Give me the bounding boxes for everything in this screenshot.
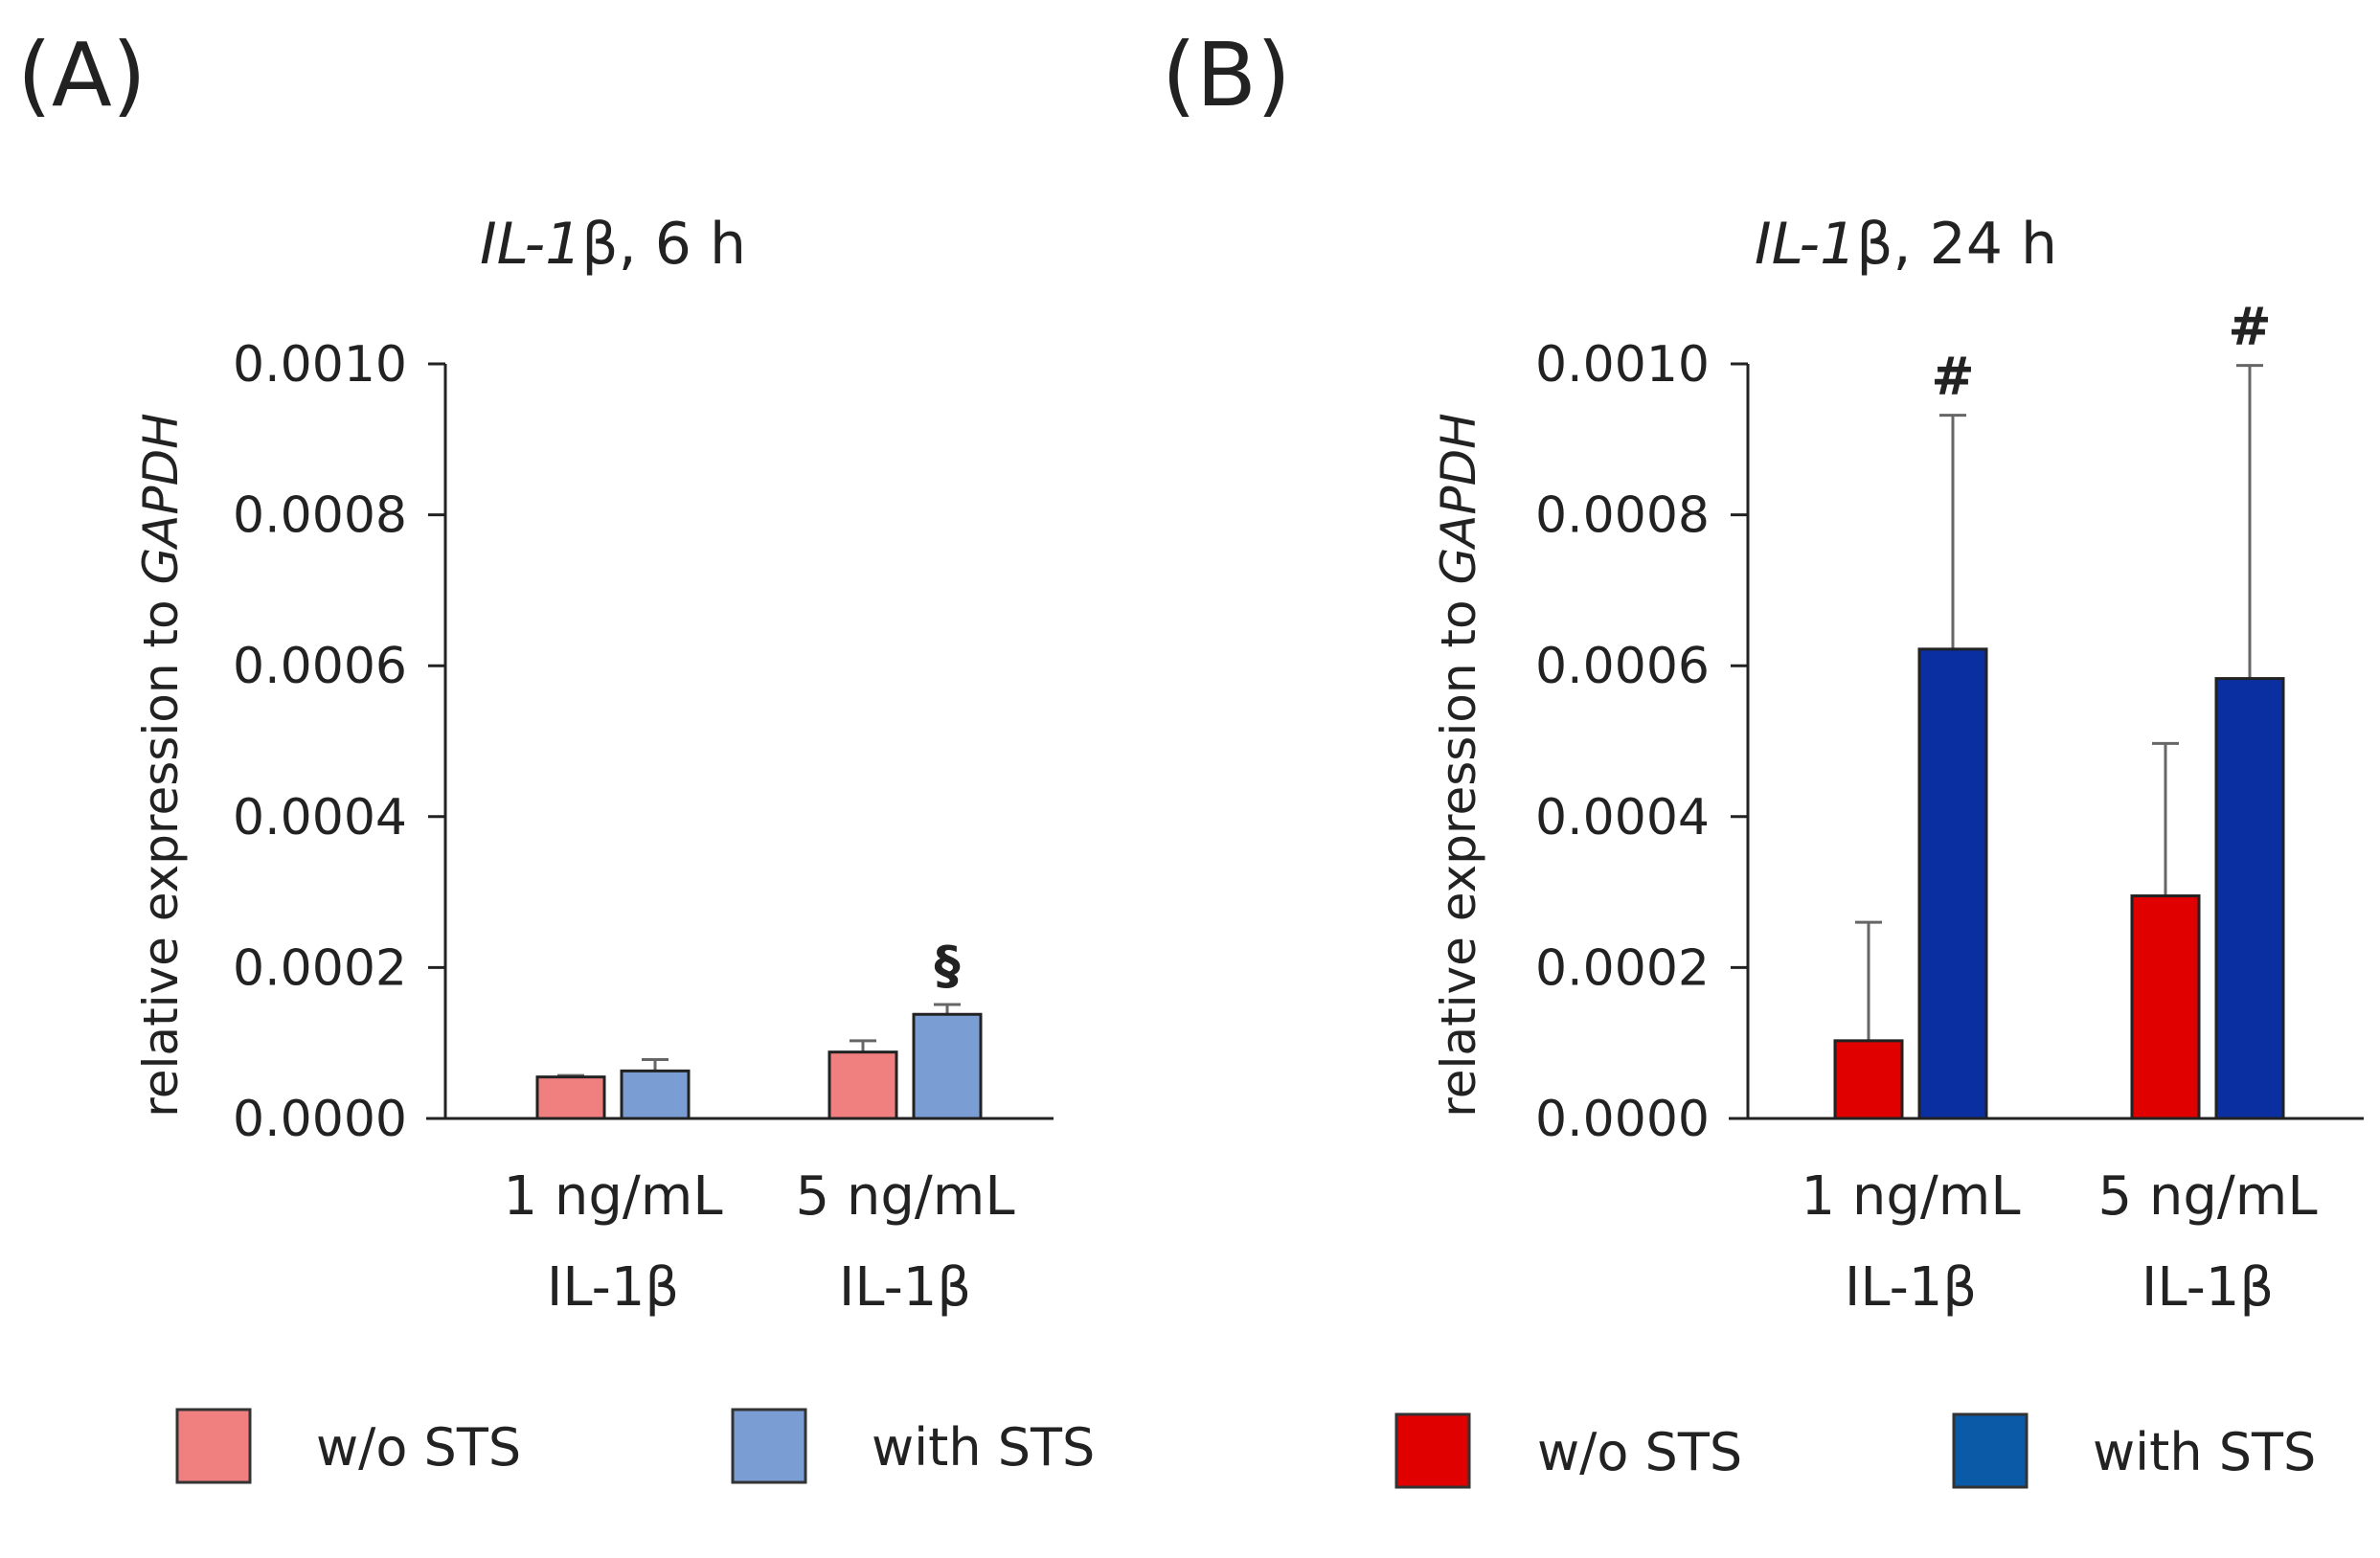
y-axis-label-text: relative expression to: [1431, 585, 1486, 1118]
x-category-label: IL-1β: [2142, 1256, 2274, 1319]
x-category-label: 5 ng/mL: [2097, 1165, 2317, 1228]
legend-swatch: [731, 1408, 807, 1484]
chart-title-gene: IL-1: [480, 211, 581, 278]
y-tick-label: 0.0000: [1535, 1091, 1710, 1148]
x-category-label: IL-1β: [1845, 1256, 1977, 1319]
chart-title-b: IL-1β, 24 h: [1755, 211, 2057, 278]
bar: [912, 1012, 983, 1120]
y-tick-label: 0.0010: [1535, 336, 1710, 394]
legend-swatch: [175, 1408, 252, 1484]
chart-title-suffix: β, 24 h: [1856, 211, 2057, 278]
chart-title-suffix: β, 6 h: [581, 211, 746, 278]
chart-title-a: IL-1β, 6 h: [480, 211, 746, 278]
legend-swatch: [1394, 1412, 1471, 1489]
panel-a-chart: (A) IL-1β, 6 h relative expression to GAPD…: [17, 24, 1095, 1484]
y-tick-label: 0.0006: [233, 638, 407, 695]
y-axis-label-gene: GAPDH: [133, 413, 189, 584]
y-tick-label: 0.0002: [1535, 939, 1710, 997]
legend-swatch: [1952, 1412, 2029, 1489]
panel-label-b: (B): [1162, 24, 1291, 126]
y-tick-label: 0.0004: [1535, 789, 1710, 847]
y-tick-label: 0.0004: [233, 789, 407, 847]
significance-marker: #: [2228, 297, 2271, 357]
panel-label-a: (A): [17, 24, 147, 126]
y-axis-label-b: relative expression to GAPDH: [1431, 413, 1486, 1117]
y-tick-label: 0.0006: [1535, 638, 1710, 695]
legend-label: w/o STS: [316, 1417, 521, 1478]
legend-label: with STS: [2093, 1422, 2316, 1482]
chart-title-gene: IL-1: [1755, 211, 1856, 278]
y-tick-label: 0.0000: [233, 1091, 407, 1148]
y-tick-label: 0.0010: [233, 336, 407, 394]
x-category-label: IL-1β: [547, 1256, 679, 1319]
x-category-label: 1 ng/mL: [1801, 1165, 2020, 1228]
y-tick-label: 0.0008: [1535, 487, 1710, 545]
panel-b-chart: (B) IL-1β, 24 h relative expression to GAP…: [1162, 24, 2364, 1489]
bar: [535, 1075, 606, 1120]
significance-marker: #: [1931, 347, 1974, 407]
bar: [2214, 677, 2285, 1120]
bar: [1917, 647, 1988, 1120]
legend-label: with STS: [872, 1417, 1095, 1478]
bar: [2130, 894, 2201, 1120]
x-category-label: IL-1β: [839, 1256, 971, 1319]
y-tick-label: 0.0002: [233, 939, 407, 997]
legend-label: w/o STS: [1537, 1422, 1742, 1482]
y-axis-label-a: relative expression to GAPDH: [133, 413, 189, 1117]
bar: [620, 1069, 691, 1120]
x-category-label: 1 ng/mL: [503, 1165, 722, 1228]
bar: [1833, 1039, 1904, 1120]
y-axis-label-text: relative expression to: [133, 585, 189, 1118]
significance-marker: §: [935, 936, 961, 996]
bar: [827, 1050, 898, 1120]
y-axis-label-gene: GAPDH: [1431, 413, 1486, 584]
y-tick-label: 0.0008: [233, 487, 407, 545]
x-category-label: 5 ng/mL: [795, 1165, 1014, 1228]
